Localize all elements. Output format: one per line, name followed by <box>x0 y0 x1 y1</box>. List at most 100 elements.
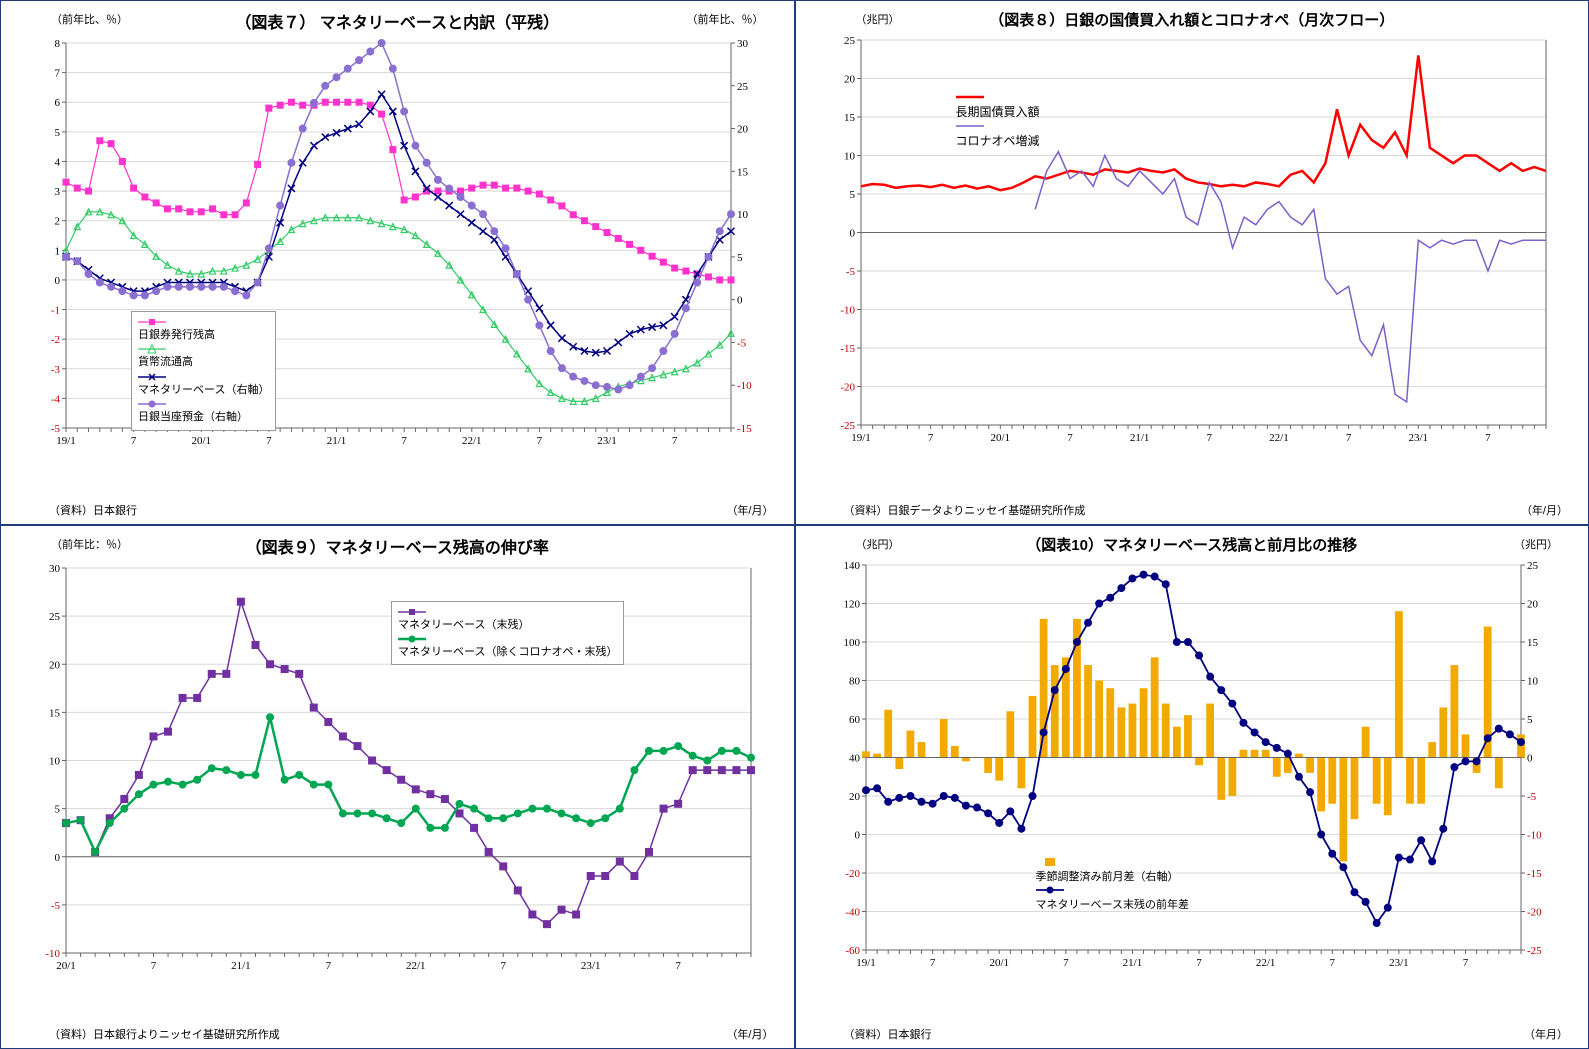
chart10-cell: （兆円） （図表10）マネタリーベース残高と前月比の推移 （兆円） -60-40… <box>795 525 1589 1049</box>
svg-text:21/1: 21/1 <box>1129 432 1149 444</box>
svg-text:7: 7 <box>55 68 61 80</box>
svg-text:80: 80 <box>849 675 861 687</box>
svg-text:10: 10 <box>737 209 749 221</box>
svg-text:60: 60 <box>849 714 861 726</box>
svg-text:20/1: 20/1 <box>990 432 1010 444</box>
chart10-title: （図表10）マネタリーベース残高と前月比の推移 <box>806 534 1579 555</box>
svg-text:2: 2 <box>55 216 61 228</box>
svg-text:7: 7 <box>266 435 272 447</box>
chart9-xlabel: （年/月） <box>726 1026 773 1042</box>
legend-label: 日銀当座預金（右軸） <box>138 411 248 423</box>
svg-text:10: 10 <box>1527 675 1539 687</box>
legend-item: 日銀当座預金（右軸） <box>138 398 269 425</box>
chart7-unit-left: （前年比、％） <box>51 11 128 27</box>
svg-text:-5: -5 <box>1527 791 1537 803</box>
chart10-legend: 季節調整済み前月差（右軸） マネタリーベース末残の前年差 <box>1036 856 1189 912</box>
svg-text:-5: -5 <box>845 266 855 278</box>
svg-text:20/1: 20/1 <box>989 957 1009 969</box>
svg-text:6: 6 <box>55 97 61 109</box>
svg-text:0: 0 <box>1527 752 1533 764</box>
svg-text:-4: -4 <box>51 393 61 405</box>
svg-text:7: 7 <box>401 435 407 447</box>
legend-label: マネタリーベース（除くコロナオペ・末残） <box>398 646 617 658</box>
svg-text:5: 5 <box>737 252 743 264</box>
svg-text:21/1: 21/1 <box>231 960 251 972</box>
legend-label: 季節調整済み前月差（右軸） <box>1036 871 1179 883</box>
svg-text:-15: -15 <box>1527 868 1542 880</box>
legend-item: 長期国債買入額 <box>956 91 1060 119</box>
svg-text:22/1: 22/1 <box>1269 432 1289 444</box>
svg-text:22/1: 22/1 <box>462 435 482 447</box>
legend-label: マネタリーベース末残の前年差 <box>1036 899 1189 911</box>
legend-label: コロナオペ増減 <box>956 134 1040 148</box>
svg-text:-25: -25 <box>1527 945 1542 957</box>
chart8-unit-left: （兆円） <box>856 11 900 27</box>
svg-text:-5: -5 <box>51 899 61 911</box>
svg-text:7: 7 <box>500 960 506 972</box>
svg-text:21/1: 21/1 <box>1122 957 1142 969</box>
chart8-source: （資料）日銀データよりニッセイ基礎研究所作成 <box>844 502 1086 518</box>
svg-text:20: 20 <box>49 659 61 671</box>
svg-text:0: 0 <box>55 275 61 287</box>
svg-text:7: 7 <box>1196 957 1202 969</box>
svg-text:5: 5 <box>55 127 61 139</box>
svg-text:3: 3 <box>55 186 61 198</box>
chart8-cell: （兆円） （図表８）日銀の国債買入れ額とコロナオペ（月次フロー） -25 -20 -… <box>795 0 1589 525</box>
svg-text:-10: -10 <box>840 305 855 317</box>
svg-text:30: 30 <box>49 563 61 575</box>
svg-text:-1: -1 <box>51 305 60 317</box>
svg-text:19/1: 19/1 <box>851 432 871 444</box>
chart10-unit-right: （兆円） <box>1514 536 1558 552</box>
svg-text:0: 0 <box>854 829 860 841</box>
svg-text:-20: -20 <box>1527 906 1542 918</box>
svg-text:20: 20 <box>849 791 861 803</box>
legend-label: 長期国債買入額 <box>956 105 1040 119</box>
svg-text:7: 7 <box>675 960 681 972</box>
svg-text:7: 7 <box>1206 432 1212 444</box>
chart8-title: （図表８）日銀の国債買入れ額とコロナオペ（月次フロー） <box>806 9 1579 30</box>
svg-text:-5: -5 <box>51 423 61 435</box>
svg-text:7: 7 <box>1329 957 1335 969</box>
svg-text:-25: -25 <box>840 420 855 432</box>
chart9-source: （資料）日本銀行よりニッセイ基礎研究所作成 <box>49 1026 280 1042</box>
svg-text:20/1: 20/1 <box>191 435 211 447</box>
chart10-unit-left: （兆円） <box>856 536 900 552</box>
svg-text:23/1: 23/1 <box>1408 432 1428 444</box>
svg-text:140: 140 <box>843 560 860 572</box>
svg-text:25: 25 <box>844 35 856 47</box>
svg-text:5: 5 <box>55 803 61 815</box>
svg-text:30: 30 <box>737 38 749 50</box>
svg-text:7: 7 <box>927 432 933 444</box>
svg-text:25: 25 <box>1527 560 1539 572</box>
svg-text:23/1: 23/1 <box>597 435 617 447</box>
legend-item: 季節調整済み前月差（右軸） <box>1036 856 1189 884</box>
svg-text:-10: -10 <box>737 380 752 392</box>
svg-text:15: 15 <box>1527 637 1539 649</box>
svg-text:23/1: 23/1 <box>581 960 601 972</box>
svg-text:15: 15 <box>844 112 856 124</box>
chart7-legend: 日銀券発行残高 貨幣流通高 マネタリーベース（右軸） 日銀当座預金（右軸） <box>131 311 276 431</box>
svg-text:-20: -20 <box>840 382 855 394</box>
chart9-legend: マネタリーベース（末残） マネタリーベース（除くコロナオペ・末残） <box>391 601 624 666</box>
svg-text:-3: -3 <box>51 364 61 376</box>
svg-text:7: 7 <box>1345 432 1351 444</box>
legend-item: コロナオペ増減 <box>956 120 1060 148</box>
legend-label: マネタリーベース（末残） <box>398 619 529 631</box>
svg-text:7: 7 <box>1067 432 1073 444</box>
charts-grid: （前年比、％） （図表７） マネタリーベースと内訳（平残） （前年比、％） -5… <box>0 0 1589 1049</box>
svg-text:7: 7 <box>537 435 543 447</box>
chart8-legend: 長期国債買入額 コロナオペ増減 <box>956 91 1060 149</box>
svg-text:-15: -15 <box>840 343 855 355</box>
svg-text:19/1: 19/1 <box>56 435 76 447</box>
legend-item: マネタリーベース（末残） <box>398 606 617 633</box>
svg-text:7: 7 <box>326 960 332 972</box>
svg-text:4: 4 <box>55 156 61 168</box>
chart9-cell: （前年比：％） （図表９）マネタリーベース残高の伸び率 -10-50510152… <box>0 525 795 1049</box>
chart7-source: （資料）日本銀行 <box>49 502 137 518</box>
svg-text:10: 10 <box>49 755 61 767</box>
svg-text:25: 25 <box>49 611 61 623</box>
chart10-source: （資料）日本銀行 <box>844 1026 932 1042</box>
svg-text:-60: -60 <box>845 945 860 957</box>
svg-text:7: 7 <box>1485 432 1491 444</box>
svg-text:15: 15 <box>49 707 61 719</box>
